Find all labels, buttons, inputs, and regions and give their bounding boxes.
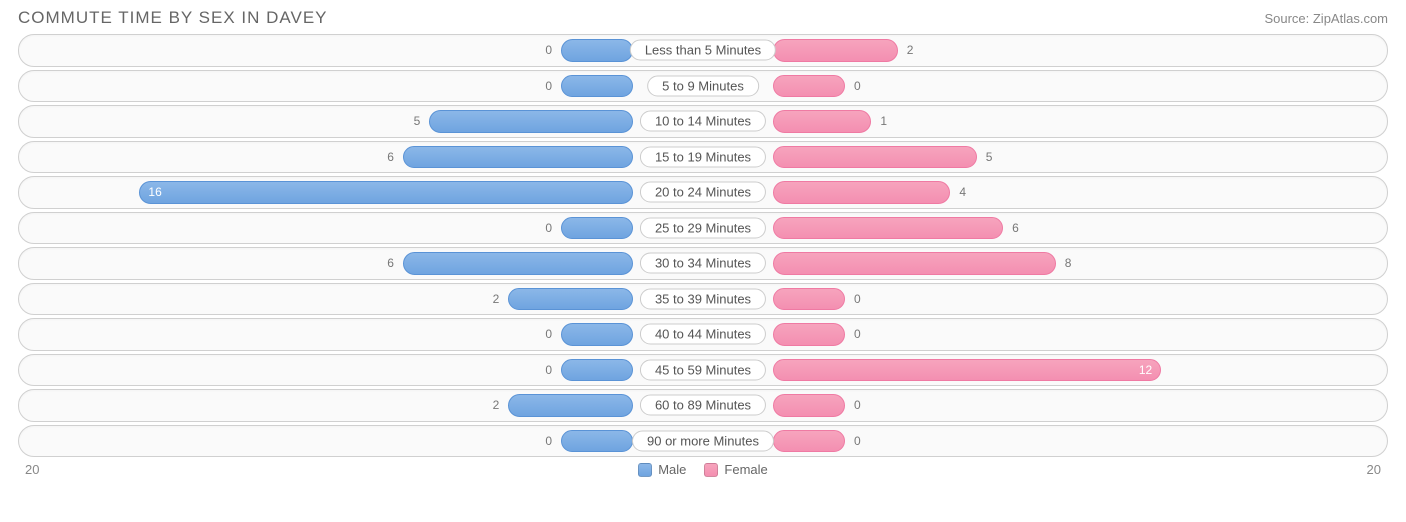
value-female: 2 (907, 43, 914, 57)
value-male: 0 (545, 43, 552, 57)
value-female: 0 (854, 398, 861, 412)
bar-female: 12 (773, 359, 1161, 382)
legend: Male Female (638, 462, 768, 477)
value-male: 0 (545, 434, 552, 448)
chart-title: COMMUTE TIME BY SEX IN DAVEY (18, 8, 328, 28)
row-label: 45 to 59 Minutes (640, 359, 766, 380)
bar-female (773, 146, 977, 169)
bar-female (773, 394, 845, 417)
row-label: Less than 5 Minutes (630, 40, 776, 61)
bar-male (508, 394, 633, 417)
chart-row: 0 2 Less than 5 Minutes (18, 34, 1388, 67)
bar-male (508, 288, 633, 311)
chart-row: 0 0 40 to 44 Minutes (18, 318, 1388, 351)
value-male: 6 (387, 150, 394, 164)
chart-row: 6 5 15 to 19 Minutes (18, 141, 1388, 174)
row-label: 25 to 29 Minutes (640, 217, 766, 238)
chart-source: Source: ZipAtlas.com (1264, 11, 1388, 26)
bar-male (561, 359, 633, 382)
chart-row: 0 0 5 to 9 Minutes (18, 70, 1388, 103)
swatch-female (704, 463, 718, 477)
row-label: 60 to 89 Minutes (640, 395, 766, 416)
bar-male (403, 146, 633, 169)
chart-footer: 20 Male Female 20 (0, 460, 1406, 477)
value-female: 5 (986, 150, 993, 164)
bar-male (561, 430, 633, 453)
value-male: 5 (414, 114, 421, 128)
row-label: 35 to 39 Minutes (640, 288, 766, 309)
value-female: 0 (854, 79, 861, 93)
chart-row: 2 0 35 to 39 Minutes (18, 283, 1388, 316)
row-label: 40 to 44 Minutes (640, 324, 766, 345)
row-label: 15 to 19 Minutes (640, 146, 766, 167)
axis-max-left: 20 (25, 462, 39, 477)
bar-female (773, 75, 845, 98)
value-female: 0 (854, 434, 861, 448)
chart-row: 2 0 60 to 89 Minutes (18, 389, 1388, 422)
row-label: 20 to 24 Minutes (640, 182, 766, 203)
value-male: 0 (545, 221, 552, 235)
value-male: 0 (545, 363, 552, 377)
value-female: 4 (959, 185, 966, 199)
legend-item-female: Female (704, 462, 767, 477)
chart-area: 0 2 Less than 5 Minutes 0 0 5 to 9 Minutes 5 1 1… (0, 32, 1406, 457)
value-female: 0 (854, 327, 861, 341)
chart-row: 6 8 30 to 34 Minutes (18, 247, 1388, 280)
value-female: 1 (880, 114, 887, 128)
bar-male (429, 110, 633, 133)
chart-row: 5 1 10 to 14 Minutes (18, 105, 1388, 138)
chart-row: 16 4 20 to 24 Minutes (18, 176, 1388, 209)
value-male: 2 (493, 292, 500, 306)
value-female: 0 (854, 292, 861, 306)
chart-row: 0 0 90 or more Minutes (18, 425, 1388, 458)
bar-male (403, 252, 633, 275)
value-male: 16 (148, 185, 161, 199)
bar-female (773, 323, 845, 346)
bar-male (561, 39, 633, 62)
legend-item-male: Male (638, 462, 686, 477)
chart-header: COMMUTE TIME BY SEX IN DAVEY Source: Zip… (0, 0, 1406, 32)
value-male: 0 (545, 327, 552, 341)
bar-female (773, 288, 845, 311)
bar-female (773, 252, 1056, 275)
bar-female (773, 39, 898, 62)
bar-female (773, 217, 1003, 240)
swatch-male (638, 463, 652, 477)
bar-male: 16 (139, 181, 633, 204)
bar-male (561, 217, 633, 240)
value-male: 2 (493, 398, 500, 412)
chart-row: 0 12 45 to 59 Minutes (18, 354, 1388, 387)
chart-row: 0 6 25 to 29 Minutes (18, 212, 1388, 245)
value-female: 6 (1012, 221, 1019, 235)
bar-female (773, 181, 950, 204)
bar-female (773, 110, 871, 133)
legend-label-female: Female (724, 462, 767, 477)
value-female: 8 (1065, 256, 1072, 270)
axis-max-right: 20 (1367, 462, 1381, 477)
value-male: 0 (545, 79, 552, 93)
value-female: 12 (1139, 363, 1152, 377)
row-label: 10 to 14 Minutes (640, 111, 766, 132)
legend-label-male: Male (658, 462, 686, 477)
bar-female (773, 430, 845, 453)
value-male: 6 (387, 256, 394, 270)
row-label: 90 or more Minutes (632, 430, 774, 451)
row-label: 5 to 9 Minutes (647, 75, 759, 96)
bar-male (561, 323, 633, 346)
bar-male (561, 75, 633, 98)
row-label: 30 to 34 Minutes (640, 253, 766, 274)
